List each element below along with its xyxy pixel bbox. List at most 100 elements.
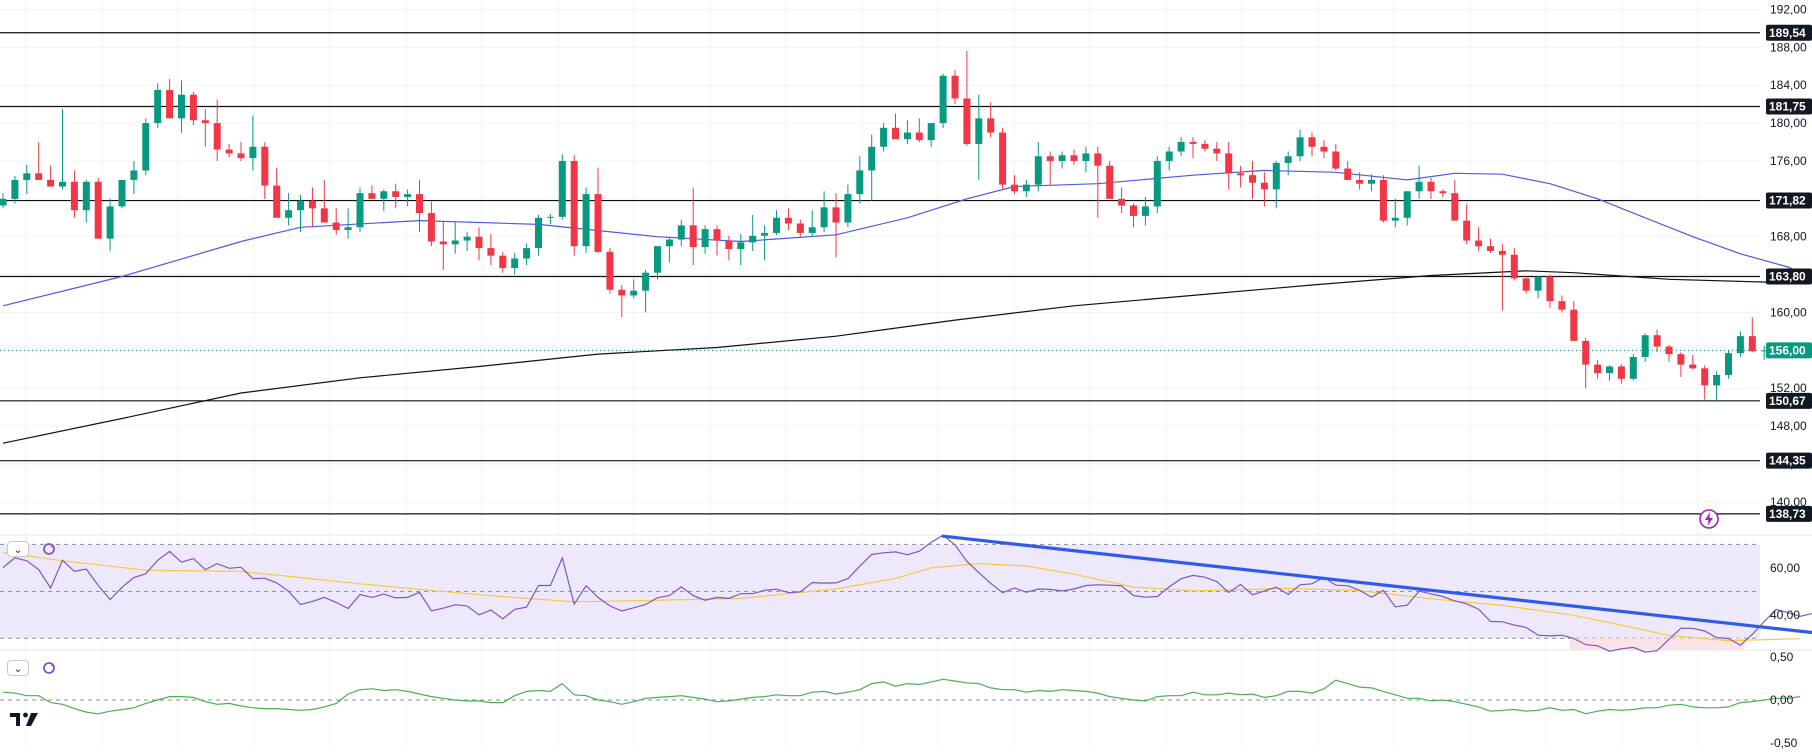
candle — [701, 225, 709, 254]
candle-body — [1011, 184, 1018, 192]
candle-body — [1725, 353, 1732, 375]
candle-body — [1177, 142, 1185, 152]
candle-body — [1677, 354, 1685, 365]
candle — [1510, 248, 1518, 281]
candle — [1713, 371, 1721, 402]
candle — [1498, 244, 1506, 311]
candle-body — [118, 179, 126, 207]
candle — [11, 176, 19, 204]
candle — [189, 91, 197, 125]
candle-body — [404, 194, 412, 197]
candle — [1475, 227, 1483, 251]
candle-body — [642, 272, 650, 291]
candle-body — [1344, 168, 1352, 180]
candle-body — [59, 181, 66, 187]
level-label-box — [1766, 192, 1812, 209]
candle — [1153, 156, 1161, 214]
candle-body — [665, 239, 673, 247]
level-label-text: 171,82 — [1769, 194, 1806, 208]
candle — [1451, 179, 1459, 221]
level-label-box — [1766, 505, 1812, 522]
candle — [1415, 165, 1423, 199]
candle-body — [368, 193, 376, 199]
level-label-text: 163,80 — [1769, 269, 1806, 283]
rsi-collapse-button[interactable]: ⌄ — [7, 541, 29, 557]
candle-body — [582, 194, 590, 247]
rsi-refresh-button[interactable] — [40, 540, 58, 558]
candle-body — [606, 251, 614, 290]
candle-body — [1617, 366, 1625, 379]
price-tick-label: 184,00 — [1770, 78, 1807, 92]
candle — [999, 127, 1007, 190]
candle — [1617, 364, 1625, 384]
candle — [297, 195, 304, 232]
candle — [213, 99, 221, 161]
candle-body — [1308, 137, 1316, 147]
candle-body — [808, 227, 816, 233]
candle-body — [392, 191, 400, 197]
level-label-text: 144,35 — [1769, 454, 1806, 468]
level-label: 144,35 — [1766, 452, 1812, 469]
candle-body — [546, 216, 554, 218]
price-tick-label: 168,00 — [1770, 230, 1807, 244]
candle — [713, 225, 721, 256]
candle-body — [558, 160, 566, 217]
candle — [558, 154, 566, 220]
candle — [761, 225, 769, 261]
candle — [535, 214, 542, 256]
osc-refresh-button[interactable] — [40, 659, 58, 677]
candle — [844, 184, 852, 228]
refresh-icon — [43, 662, 55, 674]
level-label-text: 189,54 — [1769, 26, 1806, 40]
ma-fast-line — [2, 169, 1801, 307]
chevron-down-icon: ⌄ — [13, 662, 23, 675]
candle-body — [1225, 153, 1233, 174]
candle — [880, 123, 888, 152]
candle-body — [94, 181, 102, 239]
candle-body — [1558, 301, 1566, 310]
candle — [178, 80, 185, 133]
candle-body — [987, 118, 995, 133]
candle — [23, 164, 31, 195]
candle-body — [880, 127, 888, 147]
candle-body — [844, 194, 852, 223]
candle-body — [713, 229, 721, 241]
candle-body — [892, 127, 899, 140]
candle — [546, 214, 554, 225]
candle — [725, 235, 733, 261]
candle — [1034, 142, 1042, 192]
level-label-box — [1766, 24, 1812, 41]
candle-body — [1249, 175, 1256, 183]
candle-body — [1760, 350, 1768, 352]
candle — [130, 160, 138, 195]
candle — [416, 179, 423, 232]
candle-body — [332, 222, 340, 231]
candle — [1189, 137, 1197, 159]
candle — [35, 142, 43, 180]
candle-body — [1665, 346, 1673, 355]
candle-body — [630, 290, 638, 296]
osc-collapse-button[interactable]: ⌄ — [7, 660, 29, 676]
candle — [273, 167, 281, 218]
candle-body — [225, 149, 233, 154]
candle — [1237, 165, 1245, 188]
candle — [1403, 191, 1411, 226]
candle-body — [1058, 155, 1066, 161]
candle — [1260, 172, 1268, 207]
level-label-box — [1766, 268, 1812, 285]
candle — [0, 193, 7, 209]
candle-body — [1463, 220, 1471, 241]
candle — [892, 113, 899, 140]
rsi-trendline — [941, 534, 1812, 635]
candle — [1249, 160, 1256, 199]
candle — [368, 185, 376, 199]
candle-body — [677, 225, 685, 240]
candle-body — [475, 236, 483, 249]
price-tick-label: 188,00 — [1770, 40, 1807, 54]
candle-body — [273, 185, 281, 218]
flash-icon[interactable] — [1698, 508, 1720, 530]
candle-body — [1237, 173, 1245, 176]
candle-body — [1379, 179, 1387, 221]
osc-tick-label: 0,50 — [1770, 650, 1794, 664]
